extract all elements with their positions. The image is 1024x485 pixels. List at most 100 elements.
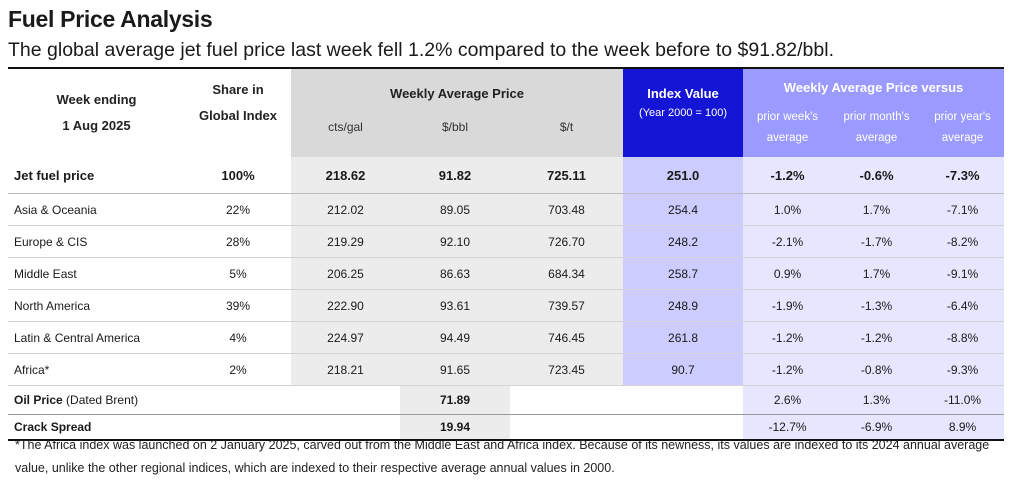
region-prior-week: -2.1%	[743, 225, 833, 258]
region-prior-week: -1.9%	[743, 289, 833, 322]
region-share: 4%	[185, 321, 291, 354]
footnote: *The Africa index was launched on 2 Janu…	[15, 438, 990, 475]
region-label: Europe & CIS	[8, 225, 185, 258]
region-share: 22%	[185, 193, 291, 226]
region-prior-week: 1.0%	[743, 193, 833, 226]
prior-year-sub: average	[941, 132, 984, 144]
region-cts: 218.21	[291, 353, 400, 386]
region-index: 258.7	[623, 257, 744, 290]
share-label-2: Global Index	[198, 108, 277, 123]
region-prior-year: -6.4%	[921, 289, 1005, 322]
table-row: North America 39% 222.90 93.61 739.57 24…	[8, 289, 1005, 322]
table-header-row: Week ending 1 Aug 2025 Share in Global I…	[8, 69, 1005, 157]
index-base-label: (Year 2000 = 100)	[639, 107, 728, 119]
jet-fuel-bbl: 91.82	[400, 157, 510, 194]
prior-month-label: prior month's	[843, 111, 910, 123]
weekly-average-label: Weekly Average Price	[390, 86, 524, 101]
jet-fuel-row: Jet fuel price 100% 218.62 91.82 725.11 …	[8, 157, 1005, 194]
region-prior-month: 1.7%	[832, 257, 922, 290]
page-subtitle: The global average jet fuel price last w…	[8, 39, 834, 61]
crack-spread-prior-year: 8.9%	[921, 414, 1005, 441]
region-bbl: 93.61	[400, 289, 510, 322]
versus-header: Weekly Average Price versus prior week's…	[743, 69, 1005, 157]
oil-price-prior-week: 2.6%	[743, 385, 833, 415]
crack-spread-prior-week: -12.7%	[743, 414, 833, 441]
region-cts: 224.97	[291, 321, 400, 354]
region-cts: 222.90	[291, 289, 400, 322]
region-t: 746.45	[510, 321, 624, 354]
prior-year-label: prior year's	[934, 111, 991, 123]
region-cts: 206.25	[291, 257, 400, 290]
unit-usd-t: $/t	[559, 120, 574, 134]
fuel-price-table: Week ending 1 Aug 2025 Share in Global I…	[8, 69, 1005, 441]
jet-fuel-index: 251.0	[623, 157, 744, 194]
region-prior-year: -8.8%	[921, 321, 1005, 354]
oil-price-label-bold: Oil Price	[14, 393, 63, 407]
prior-week-label: prior week's	[757, 111, 819, 123]
jet-fuel-prior-week: -1.2%	[743, 157, 833, 194]
week-ending-date: 1 Aug 2025	[62, 118, 131, 133]
region-t: 726.70	[510, 225, 624, 258]
region-prior-year: -8.2%	[921, 225, 1005, 258]
region-prior-week: -1.2%	[743, 353, 833, 386]
region-t: 723.45	[510, 353, 624, 386]
region-index: 248.2	[623, 225, 744, 258]
region-t: 703.48	[510, 193, 624, 226]
index-value-label: Index Value	[647, 86, 719, 101]
prior-week-sub: average	[766, 132, 809, 144]
region-cts: 219.29	[291, 225, 400, 258]
region-label: Africa*	[8, 353, 185, 386]
region-prior-month: -1.3%	[832, 289, 922, 322]
crack-spread-label: Crack Spread	[8, 414, 291, 441]
table-row: Africa* 2% 218.21 91.65 723.45 90.7 -1.2…	[8, 353, 1005, 386]
region-prior-year: -9.1%	[921, 257, 1005, 290]
crack-spread-prior-month: -6.9%	[832, 414, 922, 441]
region-share: 39%	[185, 289, 291, 322]
region-prior-month: -1.7%	[832, 225, 922, 258]
oil-price-prior-month: 1.3%	[832, 385, 922, 415]
region-prior-month: -0.8%	[832, 353, 922, 386]
region-index: 254.4	[623, 193, 744, 226]
oil-price-label-rest: (Dated Brent)	[62, 393, 139, 407]
unit-cts-gal: cts/gal	[328, 120, 363, 134]
oil-price-label: Oil Price (Dated Brent)	[8, 385, 291, 415]
table-row: Latin & Central America 4% 224.97 94.49 …	[8, 321, 1005, 354]
weekly-average-header: Weekly Average Price cts/gal $/bbl $/t	[291, 69, 624, 157]
region-t: 684.34	[510, 257, 624, 290]
share-label-1: Share in	[212, 82, 264, 97]
region-index: 90.7	[623, 353, 744, 386]
region-prior-month: 1.7%	[832, 193, 922, 226]
region-bbl: 92.10	[400, 225, 510, 258]
jet-fuel-t: 725.11	[510, 157, 624, 194]
region-bbl: 86.63	[400, 257, 510, 290]
week-ending-label: Week ending	[56, 92, 137, 107]
unit-usd-bbl: $/bbl	[441, 120, 469, 134]
region-prior-month: -1.2%	[832, 321, 922, 354]
region-bbl: 94.49	[400, 321, 510, 354]
table-row: Middle East 5% 206.25 86.63 684.34 258.7…	[8, 257, 1005, 290]
region-prior-week: -1.2%	[743, 321, 833, 354]
region-prior-year: -9.3%	[921, 353, 1005, 386]
crack-spread-row: Crack Spread 19.94 -12.7% -6.9% 8.9%	[8, 414, 1005, 441]
oil-price-row: Oil Price (Dated Brent) 71.89 2.6% 1.3% …	[8, 385, 1005, 415]
page-title: Fuel Price Analysis	[8, 6, 213, 32]
jet-fuel-prior-month: -0.6%	[832, 157, 922, 194]
jet-fuel-share: 100%	[185, 157, 291, 194]
region-prior-year: -7.1%	[921, 193, 1005, 226]
region-label: Asia & Oceania	[8, 193, 185, 226]
oil-price-bbl: 71.89	[400, 385, 510, 415]
jet-fuel-prior-year: -7.3%	[921, 157, 1005, 194]
region-cts: 212.02	[291, 193, 400, 226]
index-value-header: Index Value (Year 2000 = 100)	[623, 69, 744, 157]
jet-fuel-cts: 218.62	[291, 157, 400, 194]
region-bbl: 91.65	[400, 353, 510, 386]
versus-label: Weekly Average Price versus	[783, 80, 964, 95]
region-index: 248.9	[623, 289, 744, 322]
region-share: 5%	[185, 257, 291, 290]
region-label: Latin & Central America	[8, 321, 185, 354]
table-row: Europe & CIS 28% 219.29 92.10 726.70 248…	[8, 225, 1005, 258]
oil-price-prior-year: -11.0%	[921, 385, 1005, 415]
week-ending-header: Week ending 1 Aug 2025	[8, 69, 185, 157]
share-header: Share in Global Index	[185, 69, 291, 157]
prior-month-sub: average	[855, 132, 898, 144]
